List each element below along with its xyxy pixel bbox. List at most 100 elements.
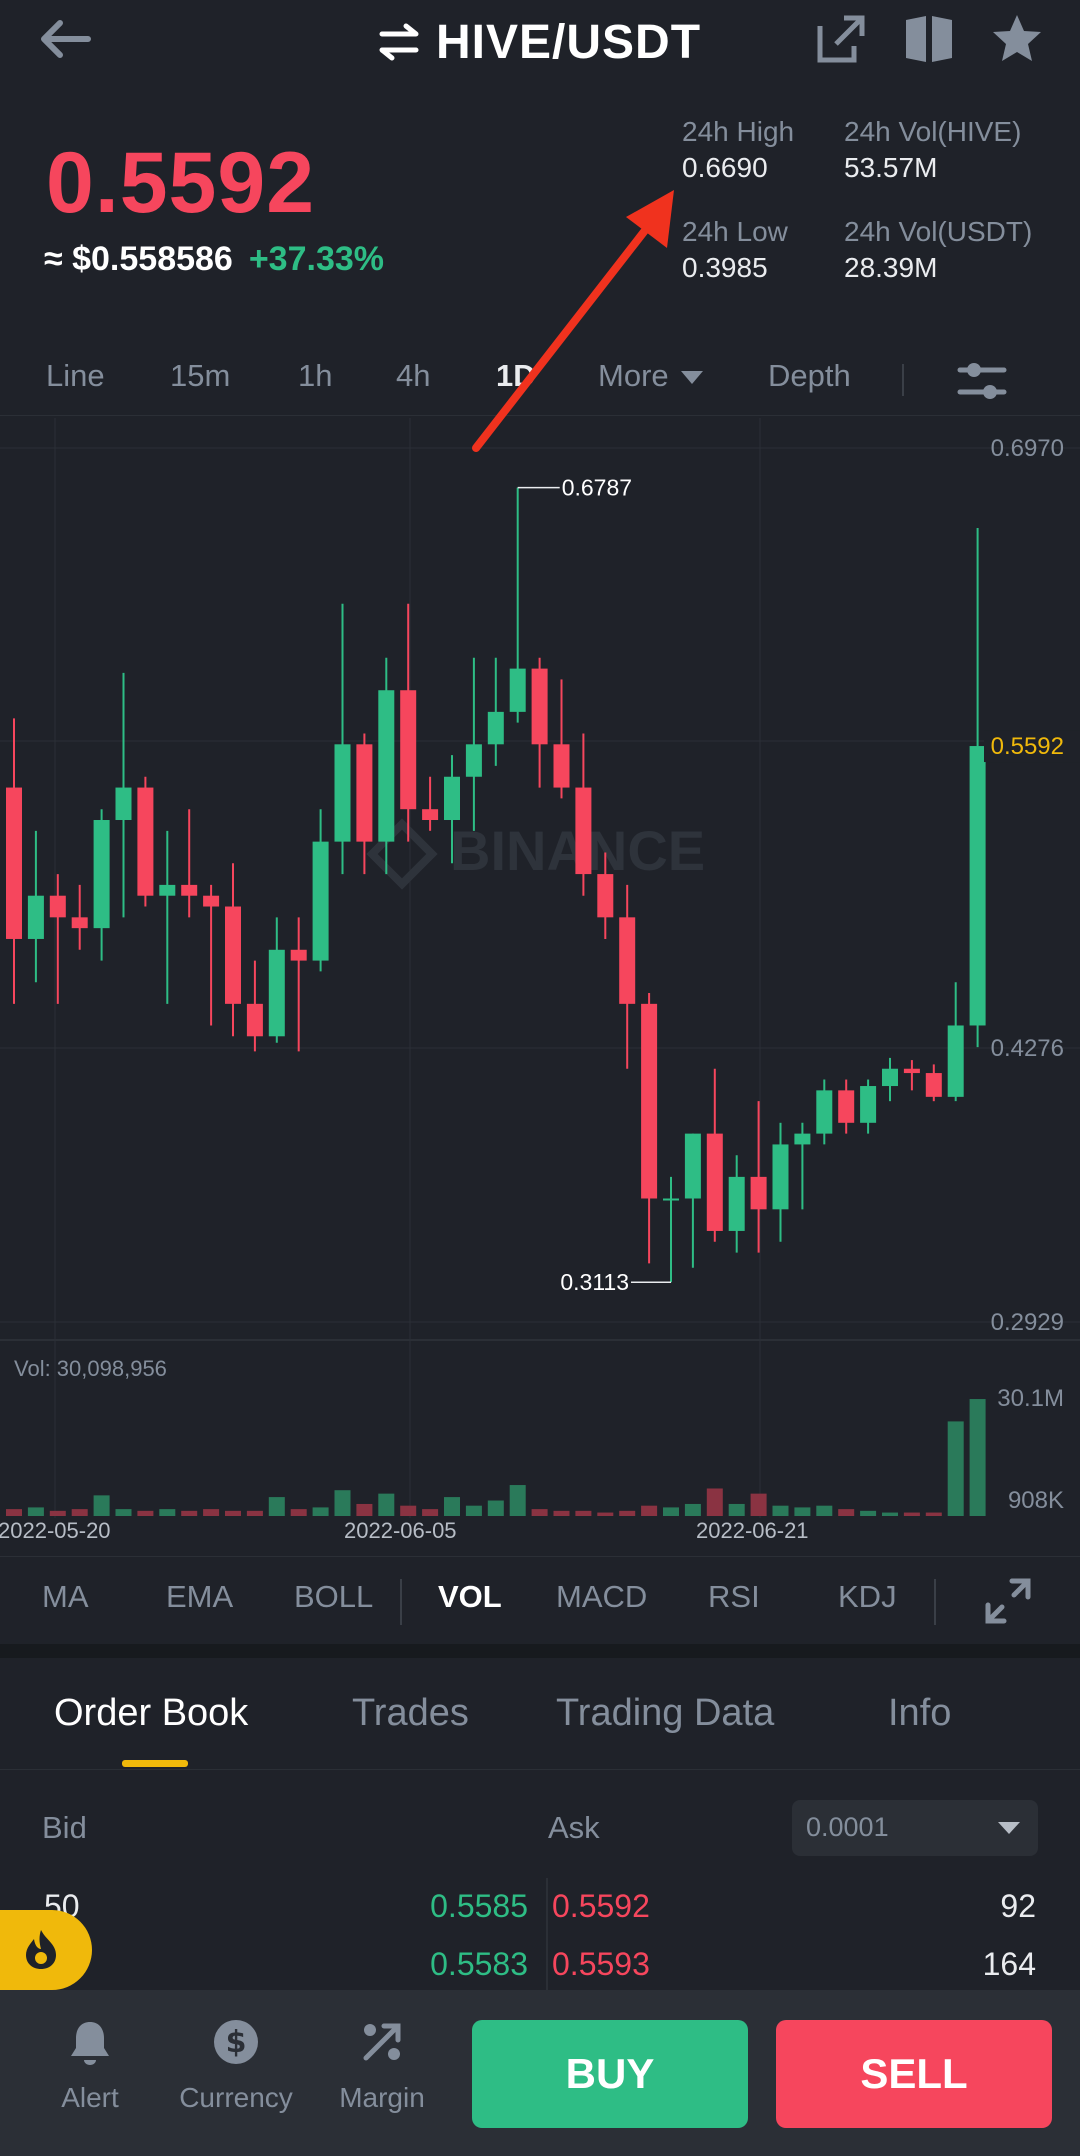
orderbook-row[interactable]: 50 0.5585 0.5592 92 — [0, 1878, 1080, 1936]
bid-price: 0.5585 — [430, 1888, 528, 1924]
pair-title: HIVE/USDT — [436, 15, 702, 69]
ask-quantity: 92 — [1000, 1888, 1036, 1924]
bid-price: 0.5583 — [430, 1946, 528, 1982]
indicator-tab-ema[interactable]: EMA — [166, 1579, 234, 1614]
margin-button[interactable]: Margin — [312, 2018, 452, 2114]
stat-value: 0.3985 — [682, 252, 768, 283]
active-tab-indicator — [122, 1760, 188, 1767]
interval-tab-depth[interactable]: Depth — [768, 358, 851, 393]
candle-body — [684, 1133, 701, 1199]
precision-value: 0.0001 — [806, 1812, 889, 1842]
usd-approx-price: ≈ $0.558586 — [44, 240, 233, 278]
last-price: 0.5592 — [46, 135, 316, 231]
top-bar: HIVE/USDT — [0, 0, 1080, 84]
y-axis-label: 0.2929 — [991, 1309, 1064, 1336]
volume-bar — [684, 1503, 701, 1516]
volume-bar — [290, 1509, 307, 1516]
indicator-tab-rsi[interactable]: RSI — [708, 1579, 760, 1614]
volume-bar — [225, 1510, 241, 1516]
sell-button[interactable]: SELL — [776, 2020, 1052, 2128]
volume-bar — [27, 1507, 44, 1516]
candle-body — [268, 949, 285, 1037]
volume-axis-label: 908K — [1008, 1487, 1064, 1514]
ask-price: 0.5593 — [552, 1946, 650, 1982]
interval-tab-15m[interactable]: 15m — [170, 358, 231, 393]
indicator-tab-ma[interactable]: MA — [42, 1579, 89, 1614]
volume-bar — [487, 1500, 504, 1516]
volume-bar — [772, 1505, 789, 1516]
volume-bar — [334, 1490, 351, 1516]
interval-tabs: Line 15m 1h 4h 1D More Depth — [0, 346, 1080, 416]
interval-tab-1d[interactable]: 1D — [496, 358, 536, 393]
pair-selector[interactable]: HIVE/USDT — [376, 12, 701, 72]
indicator-tab-boll[interactable]: BOLL — [294, 1579, 374, 1614]
book-icon[interactable] — [902, 12, 956, 66]
tab-trading-data[interactable]: Trading Data — [556, 1692, 775, 1734]
volume-bar — [860, 1510, 877, 1516]
expand-icon[interactable] — [984, 1577, 1032, 1625]
candle-body — [159, 884, 176, 896]
section-divider — [0, 1644, 1080, 1658]
candlestick-chart[interactable]: BINANCE0.69700.56240.42760.29290.67870.3… — [0, 418, 1080, 1554]
interval-more-label: More — [598, 358, 669, 393]
buy-button[interactable]: BUY — [472, 2020, 748, 2128]
margin-label: Margin — [339, 2082, 425, 2113]
candle-body — [903, 1068, 920, 1074]
orderbook-header: Bid Ask 0.0001 — [0, 1790, 1080, 1860]
orderbook-row[interactable]: 0 0.5583 0.5593 164 — [0, 1936, 1080, 1994]
volume-bar — [422, 1509, 439, 1516]
tab-trades[interactable]: Trades — [352, 1692, 469, 1734]
tab-order-book[interactable]: Order Book — [54, 1692, 249, 1734]
volume-bar — [728, 1503, 745, 1516]
precision-select[interactable]: 0.0001 — [792, 1800, 1038, 1856]
volume-bar — [838, 1509, 855, 1516]
candle-body — [465, 744, 482, 777]
candle-body — [378, 690, 395, 842]
candle-body — [794, 1133, 811, 1145]
indicator-tab-vol[interactable]: VOL — [438, 1579, 502, 1614]
indicator-tab-kdj[interactable]: KDJ — [838, 1579, 897, 1614]
interval-tab-4h[interactable]: 4h — [396, 358, 431, 393]
volume-bar — [6, 1509, 22, 1516]
candle-body — [356, 744, 373, 842]
volume-bar — [553, 1510, 570, 1516]
orderbook-divider — [546, 1878, 548, 1998]
volume-bar — [268, 1497, 285, 1516]
stat-value: 53.57M — [844, 152, 938, 183]
current-price-label: 0.5592 — [991, 733, 1064, 760]
candle-body — [816, 1090, 833, 1134]
candle-body — [115, 787, 132, 821]
candle-body — [6, 787, 22, 939]
chart-settings-icon[interactable] — [956, 356, 1008, 406]
volume-bar — [159, 1509, 176, 1516]
volume-bar — [93, 1495, 110, 1516]
tab-info[interactable]: Info — [888, 1692, 952, 1734]
indicator-tab-macd[interactable]: MACD — [556, 1579, 648, 1614]
stat-value: 0.6690 — [682, 152, 768, 183]
interval-tab-more[interactable]: More — [598, 358, 704, 394]
candle-body — [663, 1198, 679, 1201]
share-icon[interactable] — [814, 12, 868, 66]
date-label: 2022-06-05 — [344, 1518, 457, 1543]
candle-body — [728, 1176, 745, 1231]
tab-separator — [902, 364, 904, 396]
interval-tab-1h[interactable]: 1h — [298, 358, 333, 393]
alert-button[interactable]: Alert — [20, 2018, 160, 2114]
svg-text:$: $ — [226, 2025, 247, 2060]
star-icon[interactable] — [990, 12, 1044, 66]
currency-button[interactable]: $ Currency — [166, 2018, 306, 2114]
interval-tab-line[interactable]: Line — [46, 358, 105, 393]
volume-bar — [115, 1509, 132, 1516]
indicator-tabs: MA EMA BOLL VOL MACD RSI KDJ — [0, 1556, 1080, 1644]
back-arrow-icon[interactable] — [36, 14, 96, 64]
volume-bar — [203, 1509, 220, 1516]
orderbook-tabs: Order Book Trades Trading Data Info — [0, 1658, 1080, 1770]
volume-bar — [794, 1507, 811, 1516]
candle-body — [575, 787, 592, 875]
candle-body — [181, 884, 198, 896]
min-price-marker: 0.3113 — [560, 1269, 629, 1295]
ask-price: 0.5592 — [552, 1888, 650, 1924]
candle-body — [531, 668, 548, 745]
floating-action-button[interactable] — [0, 1910, 92, 1990]
bell-icon — [71, 2022, 109, 2065]
